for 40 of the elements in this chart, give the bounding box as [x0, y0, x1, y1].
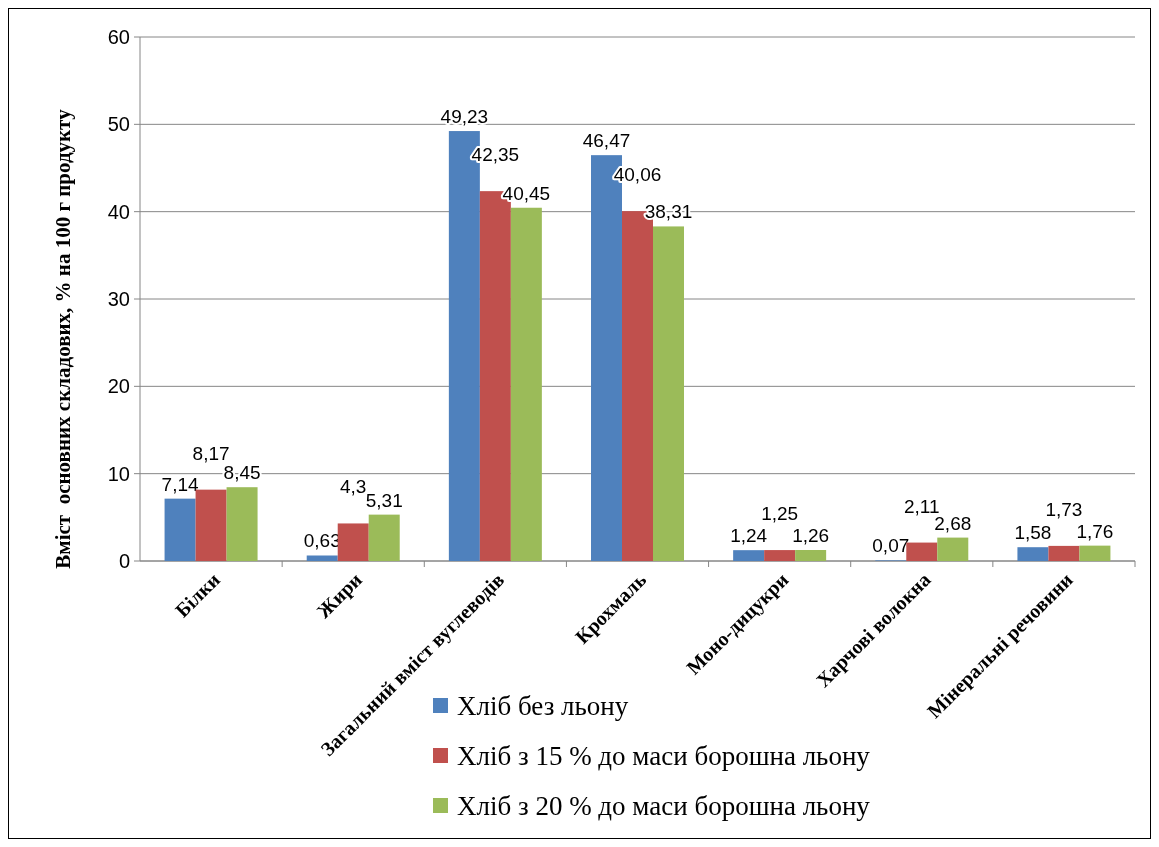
y-tick-label: 60: [107, 26, 130, 48]
bar: [1017, 547, 1049, 561]
bar: [795, 550, 827, 561]
bar: [337, 523, 369, 561]
data-label: 1,58: [1014, 522, 1052, 544]
y-tick-label: 50: [107, 113, 130, 136]
bar: [306, 555, 338, 561]
y-tick-label: 0: [118, 550, 130, 572]
y-tick-label: 20: [107, 375, 130, 398]
y-tick-label: 10: [107, 462, 130, 485]
bar: [937, 537, 969, 561]
y-axis-title: Вміст основних складових, % на 100 г продукту: [51, 108, 75, 569]
bar: [226, 487, 258, 561]
data-label: 7,14: [161, 473, 199, 495]
bar: [368, 514, 400, 561]
bar: [733, 550, 765, 561]
bar: [1048, 545, 1080, 561]
data-label: 1,76: [1076, 520, 1114, 542]
y-tick-label: 40: [107, 200, 130, 223]
bar: [510, 207, 542, 561]
data-label: 8,17: [192, 442, 230, 464]
data-label: 49,23: [440, 106, 489, 128]
data-label: 40,45: [502, 182, 551, 204]
data-label: 5,31: [365, 489, 403, 511]
bar: [653, 226, 684, 561]
data-label: 1,26: [792, 525, 830, 546]
y-tick-label: 30: [107, 288, 130, 310]
data-label: 1,73: [1045, 498, 1083, 520]
data-label: 1,24: [730, 525, 768, 547]
legend-label: Хліб з 15 % до маси борошна льону: [457, 741, 871, 772]
data-label: 8,45: [223, 462, 261, 484]
data-label: 1,25: [761, 503, 799, 525]
data-label: 46,47: [582, 130, 631, 152]
data-label: 4,3: [340, 476, 367, 498]
data-label: 38,31: [644, 201, 693, 223]
legend-label: Хліб без льону: [457, 691, 629, 722]
bar: [164, 498, 196, 561]
bar: [764, 550, 796, 561]
bar: [1079, 545, 1111, 561]
legend-label: Хліб з 20 % до маси борошна льону: [457, 791, 871, 822]
